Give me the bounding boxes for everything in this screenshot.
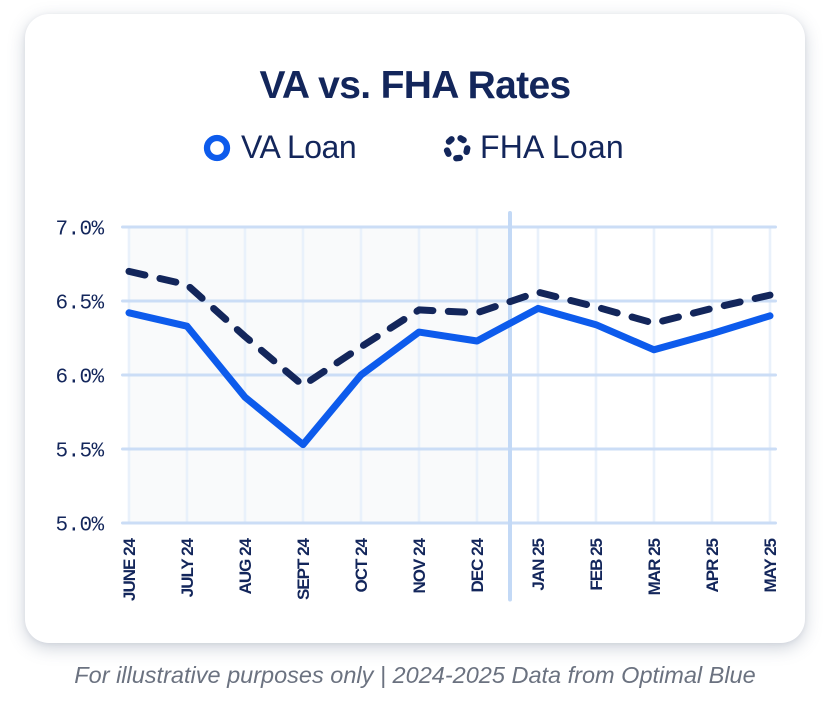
svg-text:FEB 25: FEB 25: [587, 538, 606, 590]
svg-text:DEC 24: DEC 24: [468, 537, 487, 592]
svg-text:SEPT 24: SEPT 24: [294, 537, 313, 600]
svg-text:5.0%: 5.0%: [55, 514, 104, 537]
svg-text:APR 25: APR 25: [703, 538, 722, 592]
svg-text:AUG 24: AUG 24: [236, 537, 255, 594]
svg-text:JULY 24: JULY 24: [178, 537, 197, 597]
svg-text:MAY 25: MAY 25: [761, 538, 780, 592]
svg-text:5.5%: 5.5%: [55, 440, 104, 463]
svg-text:MAR 25: MAR 25: [645, 538, 664, 595]
svg-text:NOV 24: NOV 24: [410, 537, 429, 593]
svg-text:6.0%: 6.0%: [55, 366, 104, 389]
svg-text:7.0%: 7.0%: [55, 218, 104, 241]
svg-text:JAN 25: JAN 25: [529, 538, 548, 590]
svg-text:OCT 24: OCT 24: [352, 537, 371, 592]
svg-text:6.5%: 6.5%: [55, 292, 104, 315]
svg-text:JUNE 24: JUNE 24: [120, 537, 139, 601]
